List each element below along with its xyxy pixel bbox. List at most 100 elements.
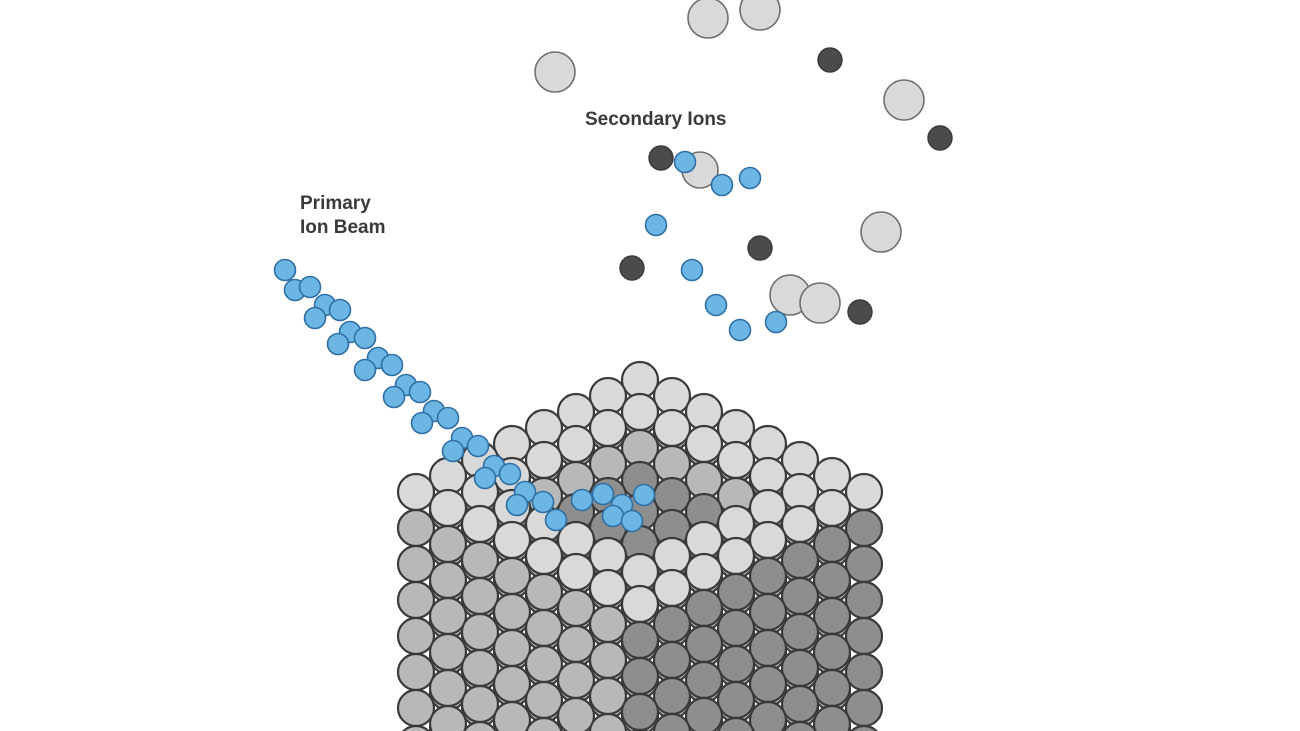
- cube-atom-right: [846, 618, 882, 654]
- cube-atom-left: [430, 598, 466, 634]
- secondary-ion-light: [740, 0, 780, 30]
- cube-atom-top: [654, 410, 690, 446]
- cube-atom-top: [782, 474, 818, 510]
- cube-atom-left: [526, 718, 562, 731]
- cube-atom-right: [782, 542, 818, 578]
- sample-cube: [398, 362, 882, 731]
- primary-ion: [500, 464, 521, 485]
- cube-atom-top: [718, 442, 754, 478]
- cube-atom-top: [430, 458, 466, 494]
- cube-atom-right: [782, 650, 818, 686]
- secondary-ion-dark: [818, 48, 842, 72]
- secondary-ion-blue: [682, 260, 703, 281]
- cube-atom-left: [398, 582, 434, 618]
- cube-atom-left: [462, 650, 498, 686]
- secondary-ion-dark: [620, 256, 644, 280]
- cube-atom-top: [750, 522, 786, 558]
- cube-atom-left: [494, 630, 530, 666]
- primary-ion: [275, 260, 296, 281]
- cube-atom-left: [526, 610, 562, 646]
- primary-ion: [546, 510, 567, 531]
- cube-atom-right: [654, 642, 690, 678]
- cube-atom-left: [462, 722, 498, 731]
- cube-atom-top: [558, 554, 594, 590]
- secondary-ion-light: [535, 52, 575, 92]
- cube-atom-top: [430, 490, 466, 526]
- cube-atom-top: [590, 570, 626, 606]
- secondary-ion-blue: [675, 152, 696, 173]
- cube-atom-left: [590, 678, 626, 714]
- cube-atom-left: [430, 526, 466, 562]
- cube-atom-top: [686, 522, 722, 558]
- cube-atom-top: [846, 474, 882, 510]
- primary-ion: [384, 387, 405, 408]
- cube-atom-top: [782, 442, 818, 478]
- cube-atom-left: [526, 682, 562, 718]
- cube-atom-right: [814, 526, 850, 562]
- cube-atom-right: [718, 682, 754, 718]
- cube-atom-left: [558, 626, 594, 662]
- primary-ion: [507, 495, 528, 516]
- primary-ion: [475, 468, 496, 489]
- cube-atom-top: [622, 586, 658, 622]
- primary-ion: [468, 436, 489, 457]
- cube-atom-top: [526, 538, 562, 574]
- primary-ion: [355, 328, 376, 349]
- cube-atom-left: [494, 558, 530, 594]
- cube-atom-top: [558, 394, 594, 430]
- cube-atom-left: [430, 706, 466, 731]
- cube-atom-left: [654, 478, 690, 514]
- cube-atom-left: [526, 646, 562, 682]
- cube-atom-left: [398, 546, 434, 582]
- cube-atom-right: [622, 694, 658, 730]
- cube-atom-left: [494, 666, 530, 702]
- primary-ion: [410, 382, 431, 403]
- cube-atom-left: [558, 590, 594, 626]
- cube-atom-left: [398, 654, 434, 690]
- primary-ion: [438, 408, 459, 429]
- cube-atom-right: [686, 662, 722, 698]
- secondary-ion-light: [861, 212, 901, 252]
- cube-atom-top: [814, 490, 850, 526]
- cube-atom-top: [750, 426, 786, 462]
- cube-atom-right: [622, 622, 658, 658]
- cube-atom-top: [654, 378, 690, 414]
- cube-atom-right: [654, 606, 690, 642]
- cube-atom-top: [590, 538, 626, 574]
- cube-atom-right: [846, 546, 882, 582]
- cube-atom-left: [462, 614, 498, 650]
- cube-atom-right: [782, 578, 818, 614]
- cube-atom-top: [750, 458, 786, 494]
- cube-atom-top: [750, 490, 786, 526]
- cube-atom-right: [814, 562, 850, 598]
- primary-ion: [603, 506, 624, 527]
- cube-atom-top: [654, 538, 690, 574]
- secondary-ions-label: Secondary Ions: [585, 108, 727, 132]
- secondary-ion-dark: [848, 300, 872, 324]
- secondary-ion-blue: [740, 168, 761, 189]
- primary-ion: [412, 413, 433, 434]
- cube-atom-right: [718, 646, 754, 682]
- cube-atom-left: [558, 698, 594, 731]
- primary-ion: [305, 308, 326, 329]
- secondary-ion-blue: [712, 175, 733, 196]
- cube-atom-right: [846, 582, 882, 618]
- primary-ion: [328, 334, 349, 355]
- cube-atom-left: [622, 430, 658, 466]
- cube-atom-right: [782, 722, 818, 731]
- cube-atom-right: [846, 654, 882, 690]
- cube-atom-right: [782, 614, 818, 650]
- primary-ion: [330, 300, 351, 321]
- cube-atom-right: [814, 706, 850, 731]
- cube-atom-left: [398, 690, 434, 726]
- cube-atom-left: [590, 714, 626, 731]
- cube-atom-right: [622, 658, 658, 694]
- secondary-ion-blue: [730, 320, 751, 341]
- cube-atom-top: [718, 410, 754, 446]
- cube-atom-left: [654, 446, 690, 482]
- primary-ion: [300, 277, 321, 298]
- cube-atom-top: [622, 554, 658, 590]
- cube-atom-top: [526, 410, 562, 446]
- primary-ion: [382, 355, 403, 376]
- cube-atom-top: [558, 426, 594, 462]
